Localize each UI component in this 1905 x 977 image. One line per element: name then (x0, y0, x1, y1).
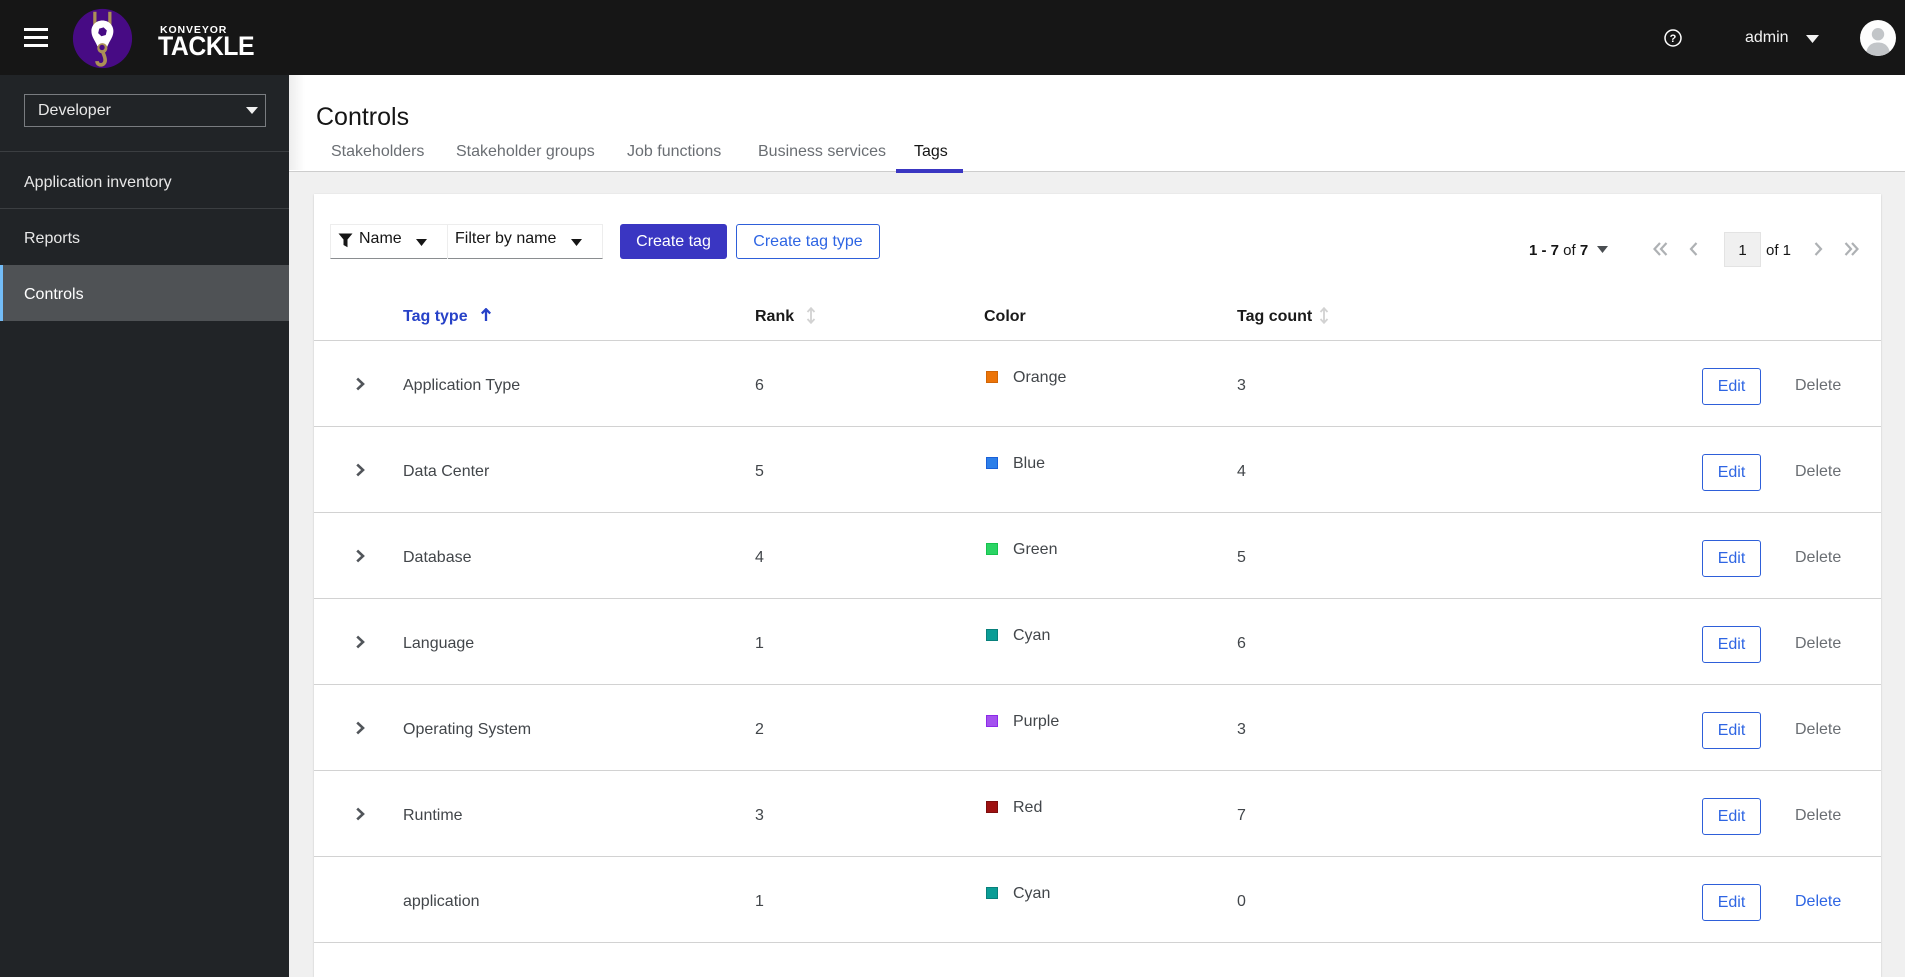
svg-text:?: ? (1670, 33, 1677, 45)
